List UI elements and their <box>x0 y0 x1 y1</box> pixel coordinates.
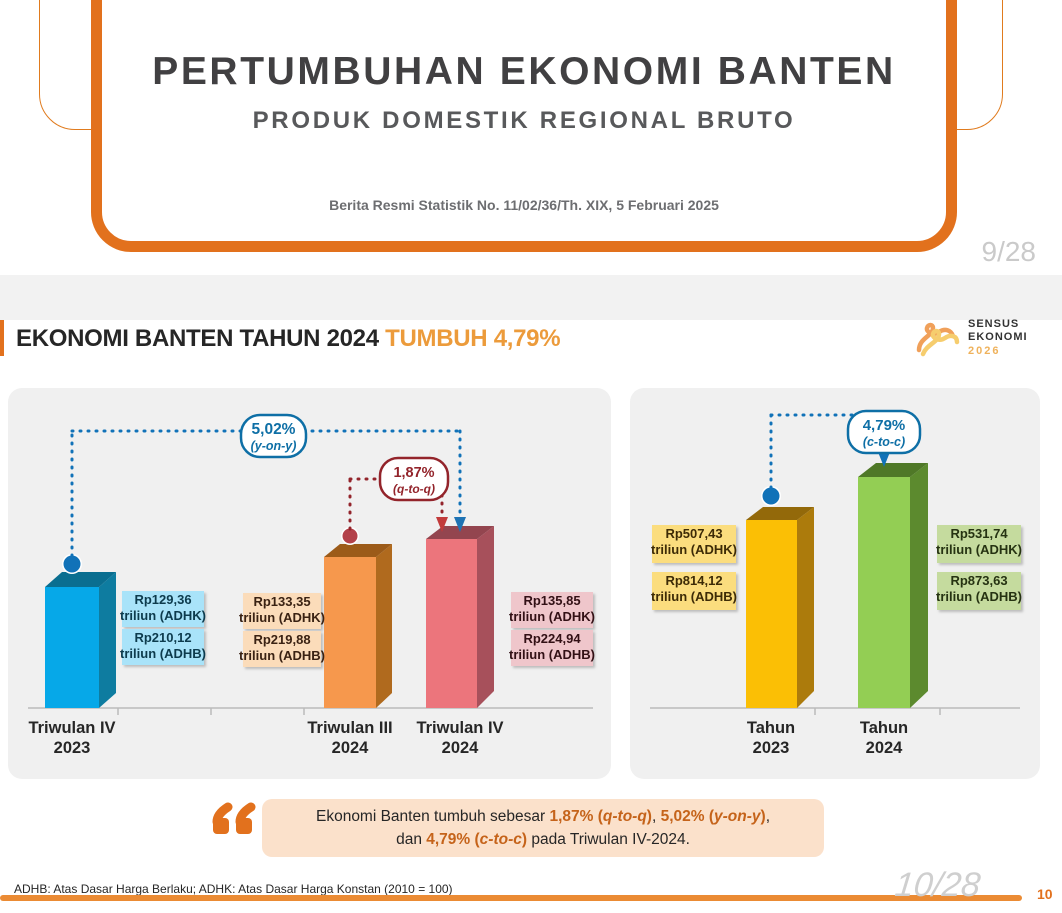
svg-text:Rp873,63: Rp873,63 <box>950 573 1007 588</box>
svg-text:Rp133,35: Rp133,35 <box>253 594 310 609</box>
svg-text:2023: 2023 <box>753 739 790 757</box>
svg-text:triliun (ADHB): triliun (ADHB) <box>239 648 325 663</box>
svg-text:Tahun: Tahun <box>860 719 908 737</box>
svg-text:triliun (ADHK): triliun (ADHK) <box>651 542 737 557</box>
svg-text:triliun (ADHK): triliun (ADHK) <box>509 609 595 624</box>
svg-text:Rp507,43: Rp507,43 <box>665 526 722 541</box>
svg-text:triliun (ADHB): triliun (ADHB) <box>936 589 1022 604</box>
svg-text:triliun (ADHB): triliun (ADHB) <box>651 589 737 604</box>
svg-text:triliun (ADHK): triliun (ADHK) <box>936 542 1022 557</box>
svg-text:Triwulan IV: Triwulan IV <box>416 719 503 737</box>
svg-text:Rp224,94: Rp224,94 <box>523 631 581 646</box>
svg-text:Rp814,12: Rp814,12 <box>665 573 722 588</box>
svg-text:triliun (ADHK): triliun (ADHK) <box>120 608 206 623</box>
svg-text:Rp219,88: Rp219,88 <box>253 632 310 647</box>
svg-text:triliun (ADHK): triliun (ADHK) <box>239 610 325 625</box>
svg-text:2024: 2024 <box>332 739 370 757</box>
svg-text:triliun (ADHB): triliun (ADHB) <box>509 647 595 662</box>
svg-text:1,87%: 1,87% <box>393 465 434 481</box>
svg-text:(c-to-c): (c-to-c) <box>863 435 905 449</box>
svg-text:2024: 2024 <box>442 739 480 757</box>
svg-text:5,02%: 5,02% <box>252 421 296 438</box>
svg-text:Tahun: Tahun <box>747 719 795 737</box>
svg-text:(y-on-y): (y-on-y) <box>251 439 297 453</box>
svg-text:Rp129,36: Rp129,36 <box>134 592 191 607</box>
svg-text:4,79%: 4,79% <box>863 417 906 434</box>
svg-text:Triwulan III: Triwulan III <box>307 719 392 737</box>
svg-text:triliun (ADHB): triliun (ADHB) <box>120 646 206 661</box>
svg-text:Triwulan IV: Triwulan IV <box>28 719 115 737</box>
svg-text:Rp210,12: Rp210,12 <box>134 630 191 645</box>
svg-text:2023: 2023 <box>54 739 91 757</box>
svg-text:Rp135,85: Rp135,85 <box>523 593 580 608</box>
svg-text:(q-to-q): (q-to-q) <box>393 482 435 496</box>
svg-text:2024: 2024 <box>866 739 904 757</box>
svg-text:Rp531,74: Rp531,74 <box>950 526 1008 541</box>
